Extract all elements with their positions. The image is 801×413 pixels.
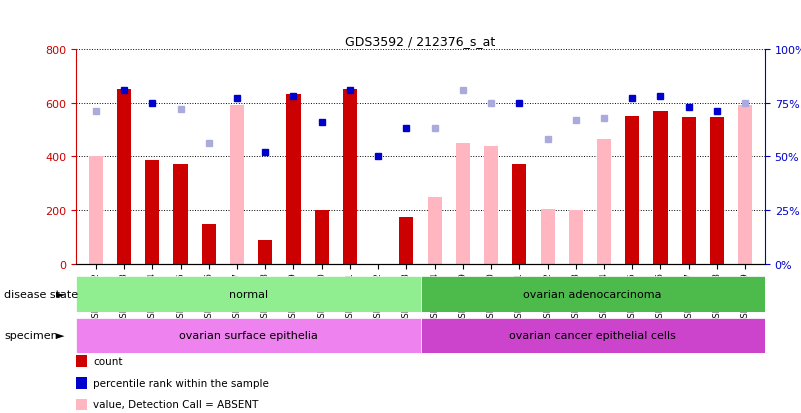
Bar [400,217,413,264]
Bar [174,166,187,264]
Bar [710,118,724,264]
Bar [421,318,765,353]
Bar [76,277,421,312]
Text: value, Detection Call = ABSENT: value, Detection Call = ABSENT [93,399,258,409]
Text: normal: normal [229,289,268,299]
Bar [421,277,765,312]
Bar [428,197,441,264]
Bar [597,140,611,264]
Bar [76,318,421,353]
Text: specimen: specimen [4,330,58,341]
Bar [513,165,526,264]
Bar [174,165,187,264]
Text: ovarian surface epithelia: ovarian surface epithelia [179,330,318,341]
Title: GDS3592 / 212376_s_at: GDS3592 / 212376_s_at [345,36,496,48]
Text: ovarian cancer epithelial cells: ovarian cancer epithelial cells [509,330,676,341]
Bar [739,106,752,264]
Bar [117,90,131,264]
Text: ►: ► [55,289,64,299]
Text: count: count [93,356,123,366]
Bar [654,112,667,264]
Text: ovarian adenocarcinoma: ovarian adenocarcinoma [524,289,662,299]
Bar [343,90,357,264]
Bar [258,240,272,264]
Bar [541,209,554,264]
Bar [287,95,300,264]
Bar [202,224,215,264]
Bar [626,116,639,264]
Bar [230,106,244,264]
Bar [145,161,159,264]
Bar [682,118,696,264]
Bar [484,146,498,264]
Bar [569,211,583,264]
Bar [456,144,470,264]
Bar [89,157,103,264]
Text: ►: ► [55,330,64,341]
Text: percentile rank within the sample: percentile rank within the sample [93,378,269,388]
Bar [315,211,328,264]
Text: disease state: disease state [4,289,78,299]
